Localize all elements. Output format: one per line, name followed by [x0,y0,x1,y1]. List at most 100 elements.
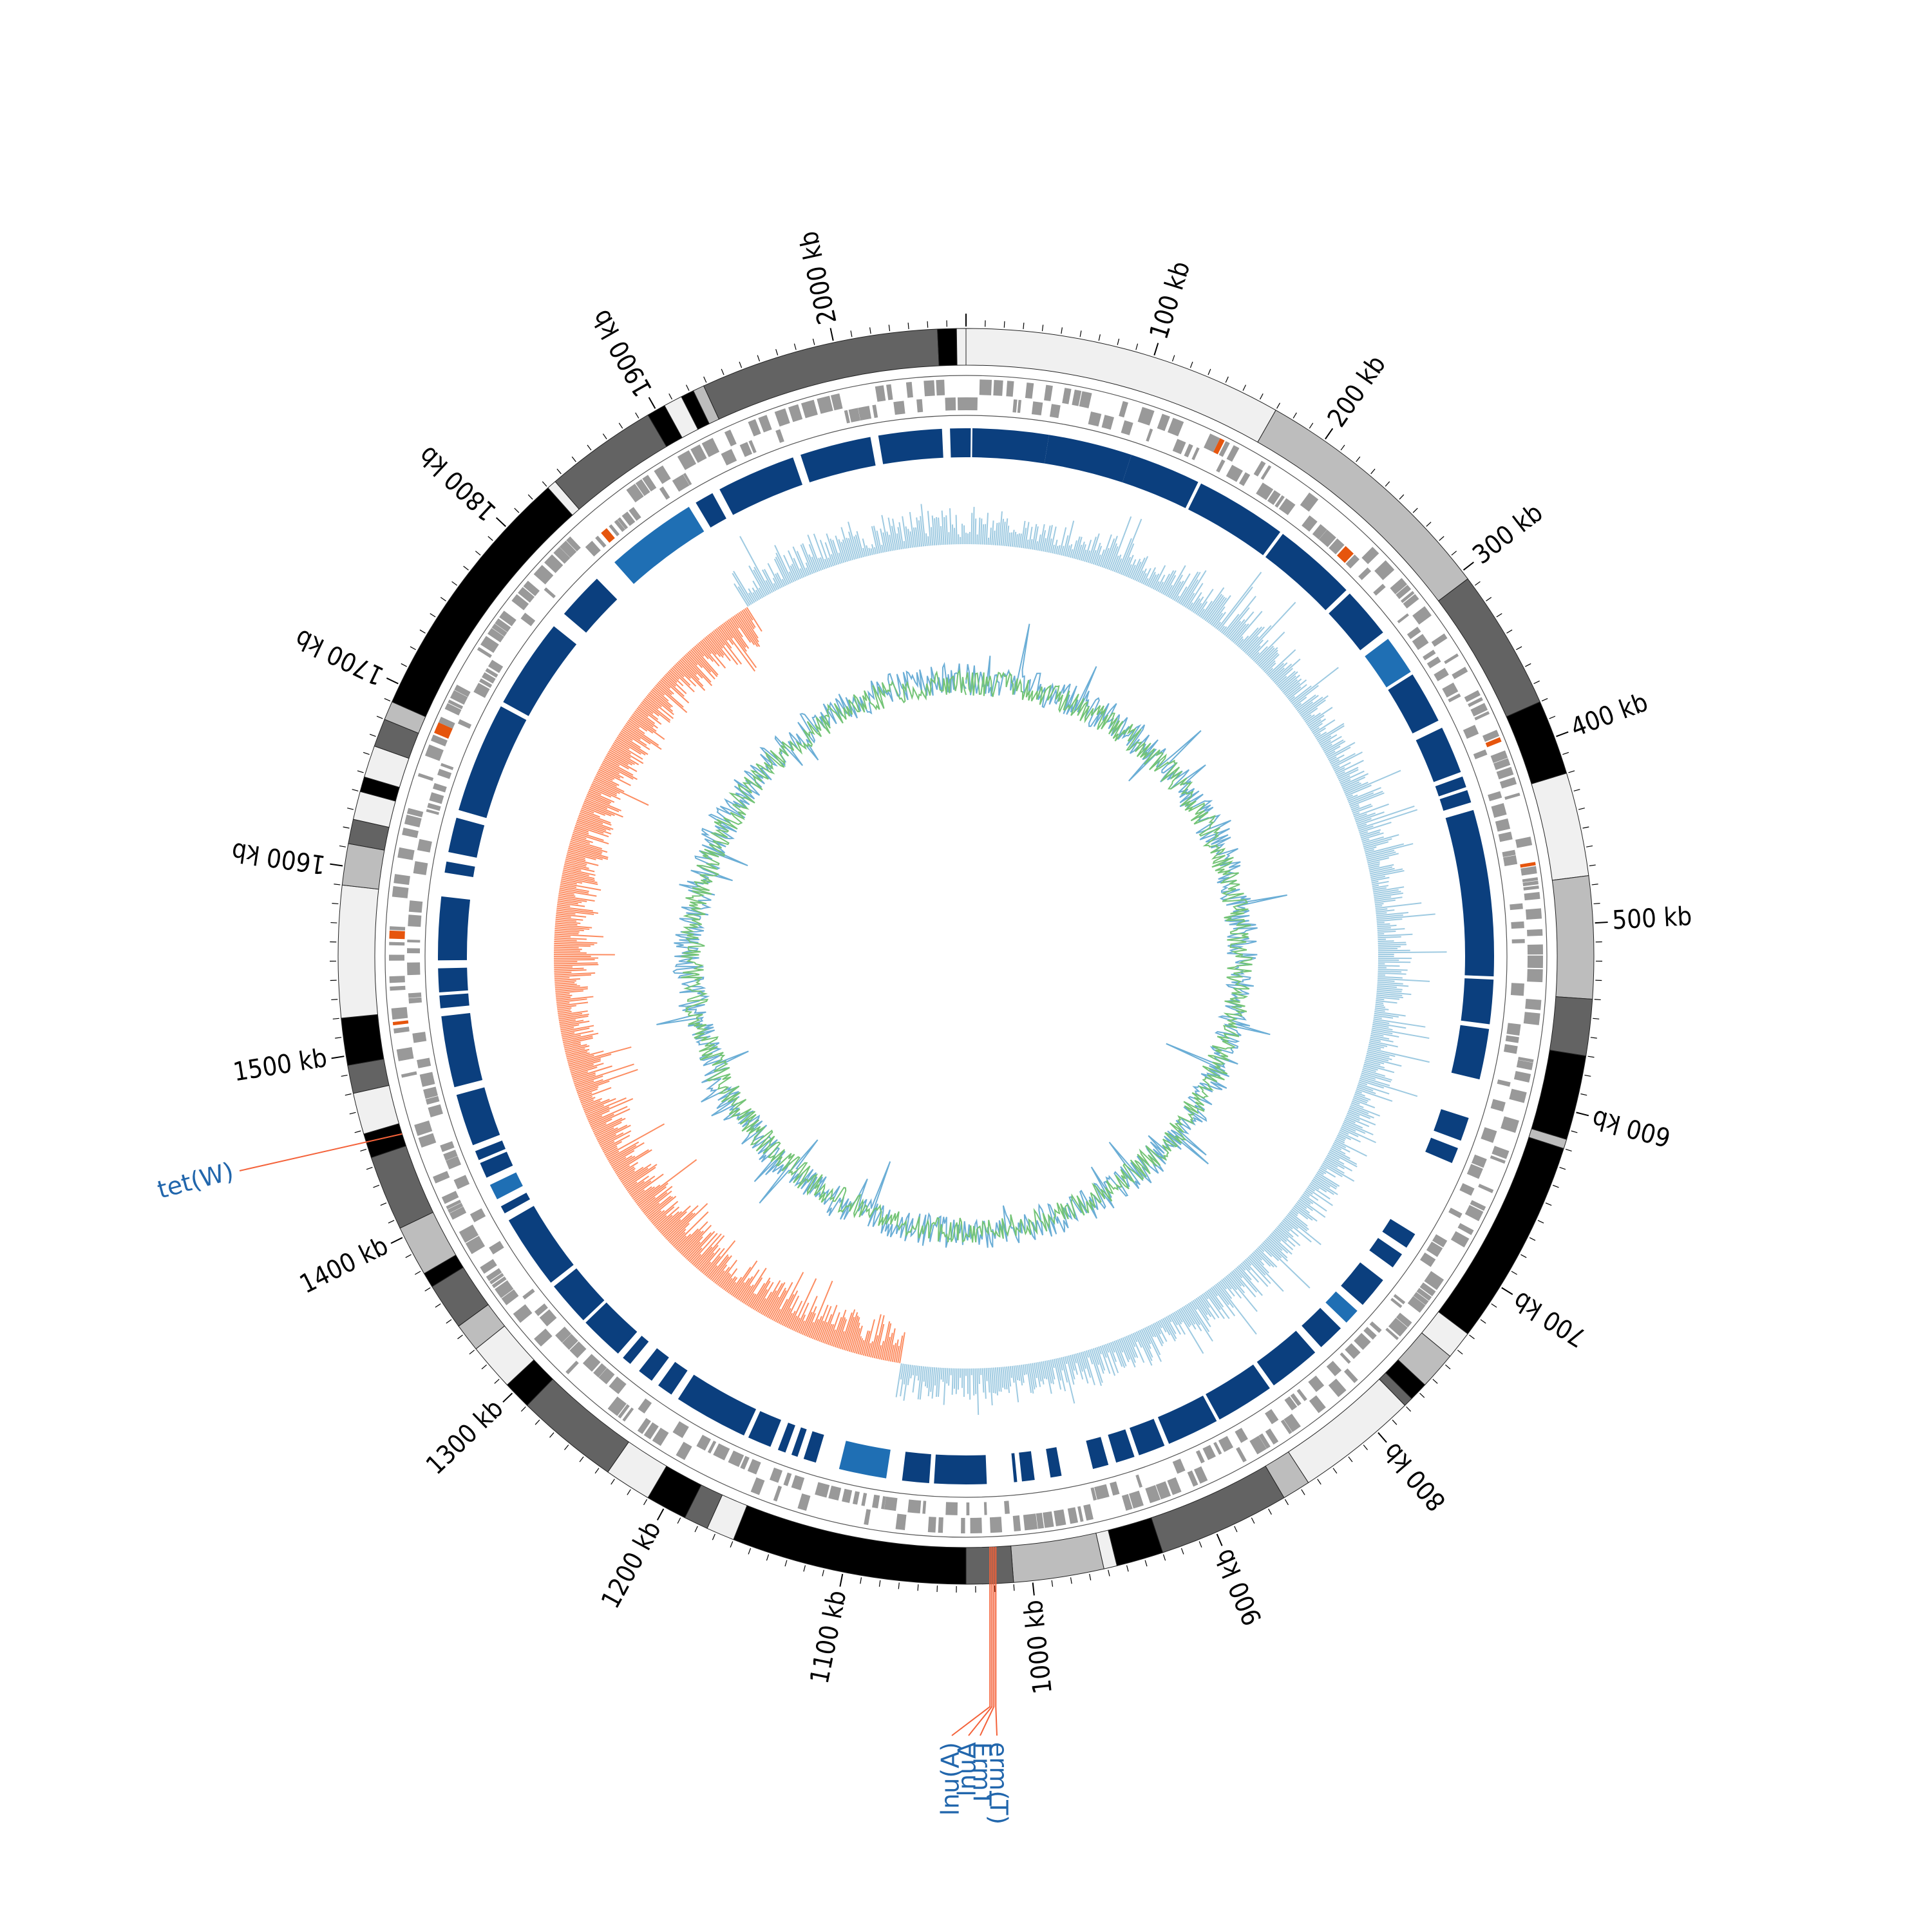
gc-skew-negative [620,730,650,750]
gc-skew-negative [574,826,589,833]
gc-skew-positive [1015,1365,1019,1381]
cds-feature [1412,634,1429,650]
gc-skew-negative [554,963,599,967]
cds-feature [607,1396,627,1416]
gc-skew-positive [840,542,848,562]
gc-skew-positive [1108,546,1119,571]
gene-block [1445,810,1494,977]
gc-skew-negative [806,1321,815,1338]
gc-skew-positive [1378,974,1386,976]
tick-label-1700kb: 1700 kb [290,623,388,690]
minor-tick [1474,581,1481,586]
gc-skew-positive [1006,1366,1010,1394]
gc-skew-negative [659,680,674,695]
gc-skew-positive [1294,703,1302,709]
gc-skew-positive [1298,1199,1313,1211]
cds-feature [1328,1378,1347,1397]
minor-tick [712,1533,715,1540]
gc-skew-positive [1360,831,1380,838]
cds-feature [1023,1513,1038,1531]
cds-feature [848,408,860,422]
gc-skew-positive [1224,596,1256,636]
gc-skew-positive [974,1368,977,1394]
cds-feature [830,393,843,411]
cds-feature [480,1258,497,1274]
minor-tick [1559,1166,1566,1170]
cds-feature [1090,1487,1097,1501]
gc-skew-negative [755,1282,774,1312]
gc-skew-negative [641,1186,673,1211]
gc-skew-negative [595,775,618,787]
gc-skew-negative [554,942,594,945]
gc-skew-negative [566,1052,590,1060]
minor-tick [405,1254,412,1258]
gc-skew-positive [1304,1190,1319,1201]
minor-tick [1552,1184,1559,1188]
gc-skew-positive [1130,558,1141,580]
minor-tick [1516,646,1522,650]
gc-skew-positive [848,538,855,560]
contig-segment [1506,701,1567,784]
gc-skew-positive [755,589,762,600]
gc-skew-negative [587,1098,634,1119]
minor-tick [335,1037,342,1039]
gc-skew-positive [1125,564,1132,577]
cds-feature [1416,1287,1432,1301]
minor-tick [812,338,815,345]
cds-feature [1490,1155,1506,1164]
gc-skew-positive [1290,1209,1298,1217]
gc-skew-positive [1160,1319,1171,1336]
gc-skew-positive [1242,1261,1251,1271]
gc-skew-positive [808,544,820,572]
cds-feature [389,954,405,961]
cds-feature [489,1240,504,1255]
gc-skew-positive [1087,536,1097,564]
gc-skew-positive [1376,914,1403,918]
gc-skew-positive [1337,766,1359,779]
gc-skew-positive [1132,1332,1138,1343]
gc-skew-positive [897,527,902,550]
gc-skew-negative [677,660,704,687]
cds-feature [1496,766,1514,780]
gc-skew-negative [567,851,596,860]
cds-feature [406,808,424,818]
gc-skew-positive [1373,891,1401,896]
gc-skew-positive [1194,603,1202,614]
gc-skew-negative [685,654,712,683]
gc-skew-positive [974,518,977,545]
gc-skew-positive [1229,1272,1242,1287]
cds-feature [390,985,406,991]
minor-tick [410,646,416,650]
cds-feature [425,1095,440,1105]
gene-block [623,1336,649,1364]
gc-skew-positive [853,536,861,558]
gc-skew-negative [564,1041,581,1047]
gc-skew-positive [1080,544,1086,561]
gc-skew-positive [1374,896,1403,902]
gc-skew-positive [1064,520,1075,556]
cds-feature [922,1501,927,1514]
gc-skew-negative [661,1211,687,1235]
gc-skew-negative [555,988,588,992]
gc-skew-negative [723,622,757,668]
gc-skew-negative [663,1205,699,1238]
cds-feature [1471,1154,1487,1168]
gc-skew-positive [1365,843,1405,855]
minor-tick [757,355,761,362]
gc-skew-negative [688,650,715,680]
gc-skew-negative [763,1283,783,1316]
gene-block [677,1374,757,1435]
gc-skew-positive [1189,1302,1210,1332]
gc-skew-positive [1212,1286,1236,1316]
gc-skew-positive [1157,582,1164,592]
tick-label-1200kb: 1200 kb [596,1517,667,1614]
cds-feature [1423,649,1436,661]
gc-skew-negative [558,1015,589,1022]
cds-feature [1213,1441,1222,1455]
gc-skew-positive [1272,663,1293,682]
gc-skew-negative [555,916,583,921]
gc-skew-negative [573,1072,596,1081]
gc-skew-negative [659,1211,683,1233]
gc-skew-negative [712,1264,728,1283]
tick-label-2000kb: 2000 kb [794,229,843,327]
